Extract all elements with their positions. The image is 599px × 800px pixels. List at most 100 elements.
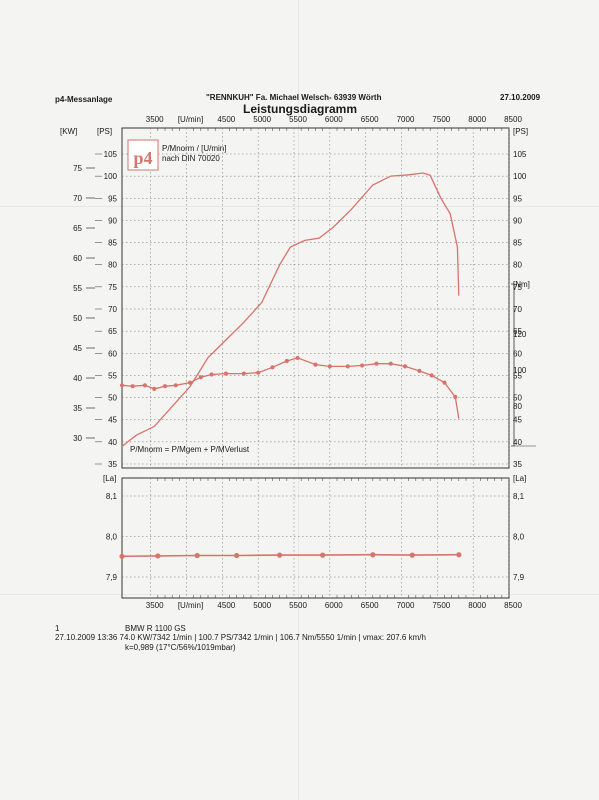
ps-tick-label-right: 75 <box>513 283 522 292</box>
torque-point <box>345 364 350 369</box>
torque-point <box>162 384 168 389</box>
torque-point <box>209 372 214 377</box>
ps-tick-label-right: 85 <box>513 239 522 248</box>
nm-axis-bracket <box>511 283 515 447</box>
paper-fold <box>298 0 299 800</box>
kw-tick-label: 65 <box>73 224 82 233</box>
p4-logo-box <box>127 139 159 171</box>
paper-fold <box>0 594 599 595</box>
formula-label: P/Mnorm = P/Mgem + P/MVerlust <box>130 445 250 454</box>
kw-tick-label: 40 <box>73 374 82 383</box>
nm-axis-label: [Nm] <box>513 280 530 289</box>
torque-point <box>241 371 246 376</box>
torque-point <box>119 383 125 388</box>
ps-tick-label: 60 <box>108 349 117 358</box>
kw-tick-label: 35 <box>73 404 82 413</box>
lambda-point <box>194 552 200 559</box>
x-tick-label: 3500 <box>146 601 164 610</box>
ps-tick-label: 85 <box>108 239 117 248</box>
x-tick-label: 6000 <box>325 115 343 124</box>
power-plot-frame <box>121 127 510 469</box>
lambda-point <box>456 552 462 558</box>
lambda-point <box>370 552 376 558</box>
torque-point <box>374 361 379 366</box>
ps-tick-label: 45 <box>108 416 117 425</box>
x-tick-label: 4500 <box>217 601 235 610</box>
torque-point <box>295 355 300 361</box>
x-tick-label: 8000 <box>468 115 486 124</box>
lambda-point <box>277 552 283 558</box>
ps-tick-label-right: 105 <box>513 150 527 159</box>
ps-tick-label-right: 45 <box>513 416 522 425</box>
ps-tick-label-right: 60 <box>513 349 522 358</box>
ps-tick-label-right: 100 <box>513 172 527 181</box>
kw-axis-label: [KW] <box>60 127 77 136</box>
header-center: "RENNKUH" Fa. Michael Welsch- 63939 Wört… <box>206 93 382 102</box>
nm-tick-label: 120 <box>513 330 527 339</box>
x-tick-label: [U/min] <box>178 115 203 124</box>
torque-point <box>198 375 203 380</box>
x-tick-label: [U/min] <box>178 601 203 610</box>
x-tick-label: 8000 <box>468 601 486 610</box>
torque-point <box>173 383 178 388</box>
x-tick-label: 6000 <box>325 601 343 610</box>
ps-tick-label: 65 <box>108 327 117 336</box>
nm-tick-label: 80 <box>513 402 522 411</box>
ps-tick-label-right: 50 <box>513 394 522 403</box>
lambda-curve <box>121 553 459 558</box>
ps-tick-label-right: 65 <box>513 327 522 336</box>
nm-tick-label: 100 <box>513 366 527 375</box>
ps-tick-label: 95 <box>108 194 117 203</box>
ps-axis-label: [PS] <box>97 127 112 136</box>
ps-tick-label: 40 <box>108 438 117 447</box>
x-tick-label: 7500 <box>432 115 450 124</box>
legend-line-2: nach DIN 70020 <box>162 154 220 163</box>
x-tick-label: 7000 <box>397 115 415 124</box>
torque-point <box>270 365 275 370</box>
x-tick-label: 6500 <box>361 115 379 124</box>
kw-tick-label: 50 <box>73 314 82 323</box>
x-tick-label: 5500 <box>289 601 307 610</box>
torque-point <box>429 373 434 378</box>
lambda-point <box>155 553 161 559</box>
torque-point <box>359 363 365 368</box>
x-tick-label: 8500 <box>504 115 522 124</box>
torque-point <box>256 370 261 375</box>
ps-tick-label-right: 40 <box>513 438 522 447</box>
ps-tick-label-right: 80 <box>513 261 522 270</box>
x-tick-label: 5500 <box>289 115 307 124</box>
footer-model: BMW R 1100 GS <box>125 624 186 633</box>
legend-line-1: P/Mnorm / [U/min] <box>162 144 226 153</box>
x-tick-label: 7000 <box>397 601 415 610</box>
torque-point <box>142 383 148 388</box>
ps-tick-label-right: 95 <box>513 194 522 203</box>
torque-point <box>442 380 447 385</box>
ps-tick-label-right: 70 <box>513 305 522 314</box>
x-tick-label: 8500 <box>504 601 522 610</box>
torque-point <box>417 368 422 373</box>
ps-tick-label: 35 <box>108 460 117 469</box>
ps-tick-label-right: 55 <box>513 371 522 380</box>
kw-tick-label: 75 <box>73 164 82 173</box>
header-left: p4-Messanlage <box>55 95 113 104</box>
x-tick-label: 4500 <box>217 115 235 124</box>
lambda-tick-label: 7,9 <box>106 573 118 582</box>
ps-axis-label-right: [PS] <box>513 127 528 136</box>
lambda-axis-label: [La] <box>103 474 116 483</box>
lambda-tick-label: 8,0 <box>106 533 118 542</box>
ps-tick-label: 100 <box>104 172 118 181</box>
footer-results: 27.10.2009 13:36 74.0 KW/7342 1/min | 10… <box>55 633 426 642</box>
kw-tick-label: 70 <box>73 194 82 203</box>
torque-point <box>223 371 229 376</box>
lambda-point <box>320 552 326 558</box>
lambda-tick-label-right: 8,0 <box>513 533 525 542</box>
kw-tick-label: 30 <box>73 434 82 443</box>
p4-logo: p4 <box>133 148 152 168</box>
footer-number: 1 <box>55 624 60 633</box>
torque-point <box>187 380 193 385</box>
power-curve <box>121 172 460 447</box>
torque-point <box>284 358 289 364</box>
lambda-tick-label: 8,1 <box>106 492 118 501</box>
